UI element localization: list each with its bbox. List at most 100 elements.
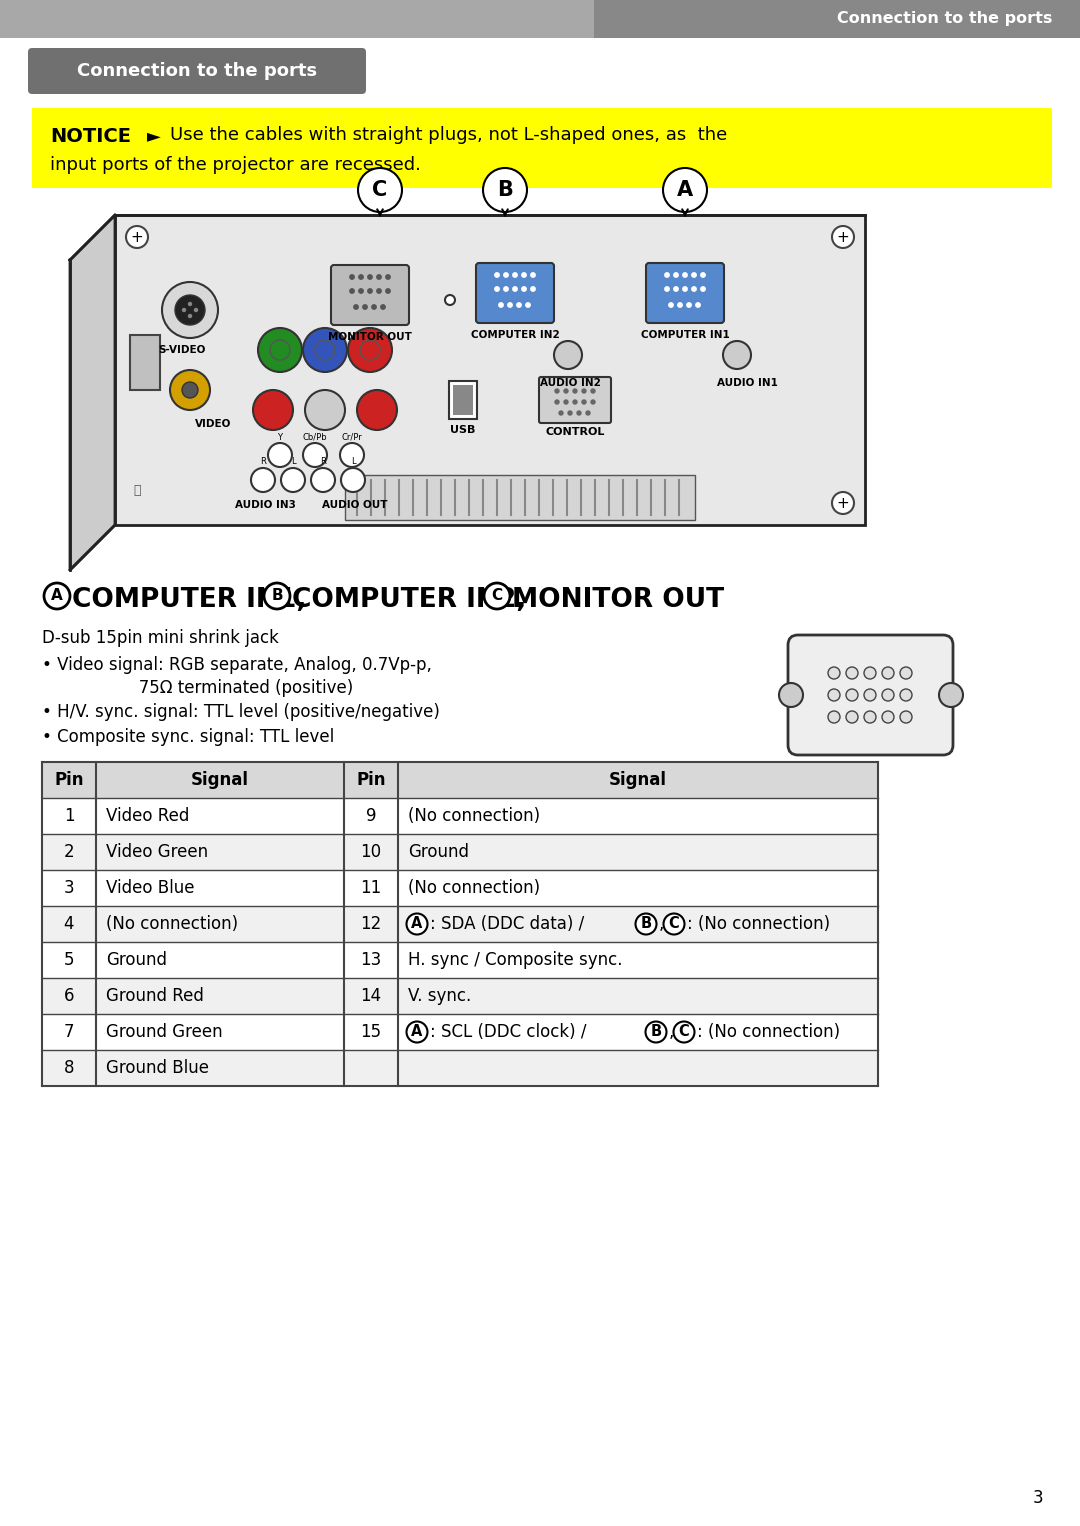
Text: COMPUTER IN1,: COMPUTER IN1, — [72, 588, 315, 613]
Text: Video Blue: Video Blue — [106, 879, 194, 897]
Text: 5: 5 — [64, 951, 75, 969]
Text: (No connection): (No connection) — [408, 879, 540, 897]
Circle shape — [591, 389, 595, 394]
Text: 13: 13 — [361, 951, 381, 969]
Text: L: L — [351, 458, 355, 467]
Circle shape — [864, 667, 876, 679]
Text: Ground: Ground — [408, 842, 469, 861]
Text: V. sync.: V. sync. — [408, 987, 471, 1006]
Text: B: B — [497, 180, 513, 200]
Circle shape — [268, 443, 292, 467]
Circle shape — [573, 400, 577, 404]
Circle shape — [882, 667, 894, 679]
Text: Connection to the ports: Connection to the ports — [837, 12, 1052, 26]
Circle shape — [499, 302, 503, 307]
Circle shape — [372, 305, 376, 310]
Circle shape — [513, 287, 517, 291]
Circle shape — [674, 273, 678, 278]
Circle shape — [828, 711, 840, 723]
Text: (No connection): (No connection) — [408, 807, 540, 826]
Text: 75Ω terminated (positive): 75Ω terminated (positive) — [102, 679, 353, 697]
Bar — [130, 336, 160, 391]
Bar — [42, 761, 878, 798]
Circle shape — [183, 308, 186, 311]
Text: C: C — [373, 180, 388, 200]
Text: D-sub 15pin mini shrink jack: D-sub 15pin mini shrink jack — [42, 629, 279, 647]
Text: Ground Green: Ground Green — [106, 1022, 222, 1041]
Circle shape — [555, 400, 559, 404]
Text: C: C — [678, 1024, 689, 1039]
Circle shape — [882, 690, 894, 700]
Text: NOTICE: NOTICE — [50, 127, 131, 145]
Text: MONITOR OUT: MONITOR OUT — [328, 333, 411, 342]
Bar — [42, 942, 878, 978]
Text: AUDIO IN3: AUDIO IN3 — [234, 501, 296, 510]
FancyBboxPatch shape — [646, 262, 724, 324]
Text: VIDEO: VIDEO — [195, 420, 231, 429]
Circle shape — [882, 711, 894, 723]
Text: Pin: Pin — [356, 771, 386, 789]
Circle shape — [341, 468, 365, 491]
Circle shape — [495, 273, 499, 278]
Bar — [449, 382, 477, 420]
Text: 10: 10 — [361, 842, 381, 861]
Text: Use the cables with straight plugs, not L-shaped ones, as  the: Use the cables with straight plugs, not … — [170, 127, 727, 143]
Text: 3: 3 — [1032, 1489, 1043, 1508]
Circle shape — [354, 305, 359, 310]
Text: Video Green: Video Green — [106, 842, 208, 861]
Text: +: + — [837, 229, 849, 244]
Circle shape — [445, 295, 455, 305]
Text: Connection to the ports: Connection to the ports — [77, 63, 318, 79]
Circle shape — [530, 273, 536, 278]
Circle shape — [303, 443, 327, 467]
Text: L: L — [291, 458, 295, 467]
Circle shape — [674, 287, 678, 291]
Circle shape — [258, 328, 302, 372]
Text: : (No connection): : (No connection) — [697, 1022, 840, 1041]
Circle shape — [526, 302, 530, 307]
Circle shape — [573, 389, 577, 394]
Circle shape — [665, 287, 670, 291]
Circle shape — [360, 340, 380, 360]
Circle shape — [359, 288, 363, 293]
Circle shape — [564, 389, 568, 394]
Circle shape — [683, 287, 687, 291]
Circle shape — [270, 340, 291, 360]
Circle shape — [315, 340, 335, 360]
Text: 12: 12 — [361, 916, 381, 932]
Text: 3: 3 — [64, 879, 75, 897]
Text: A: A — [411, 917, 422, 931]
Bar — [32, 108, 1052, 188]
Circle shape — [723, 340, 751, 369]
Circle shape — [779, 684, 804, 707]
Circle shape — [864, 690, 876, 700]
Text: AUDIO OUT: AUDIO OUT — [322, 501, 388, 510]
Text: 4: 4 — [64, 916, 75, 932]
FancyBboxPatch shape — [476, 262, 554, 324]
Text: input ports of the projector are recessed.: input ports of the projector are recesse… — [50, 156, 421, 174]
Text: Ground: Ground — [106, 951, 167, 969]
Circle shape — [846, 667, 858, 679]
Circle shape — [517, 302, 522, 307]
Circle shape — [406, 1021, 428, 1042]
Text: Signal: Signal — [191, 771, 249, 789]
Text: Signal: Signal — [609, 771, 667, 789]
Circle shape — [646, 1021, 666, 1042]
Circle shape — [368, 288, 373, 293]
Text: 14: 14 — [361, 987, 381, 1006]
Text: B: B — [640, 917, 651, 931]
Circle shape — [900, 690, 912, 700]
Circle shape — [701, 273, 705, 278]
Text: 8: 8 — [64, 1059, 75, 1077]
FancyBboxPatch shape — [28, 47, 366, 95]
Circle shape — [900, 667, 912, 679]
Text: ⚿: ⚿ — [133, 484, 140, 496]
Circle shape — [568, 410, 572, 415]
Circle shape — [591, 400, 595, 404]
Circle shape — [564, 400, 568, 404]
Circle shape — [522, 287, 526, 291]
Circle shape — [669, 302, 673, 307]
Text: ,: , — [669, 1022, 679, 1041]
Circle shape — [508, 302, 512, 307]
Text: S-VIDEO: S-VIDEO — [158, 345, 205, 356]
